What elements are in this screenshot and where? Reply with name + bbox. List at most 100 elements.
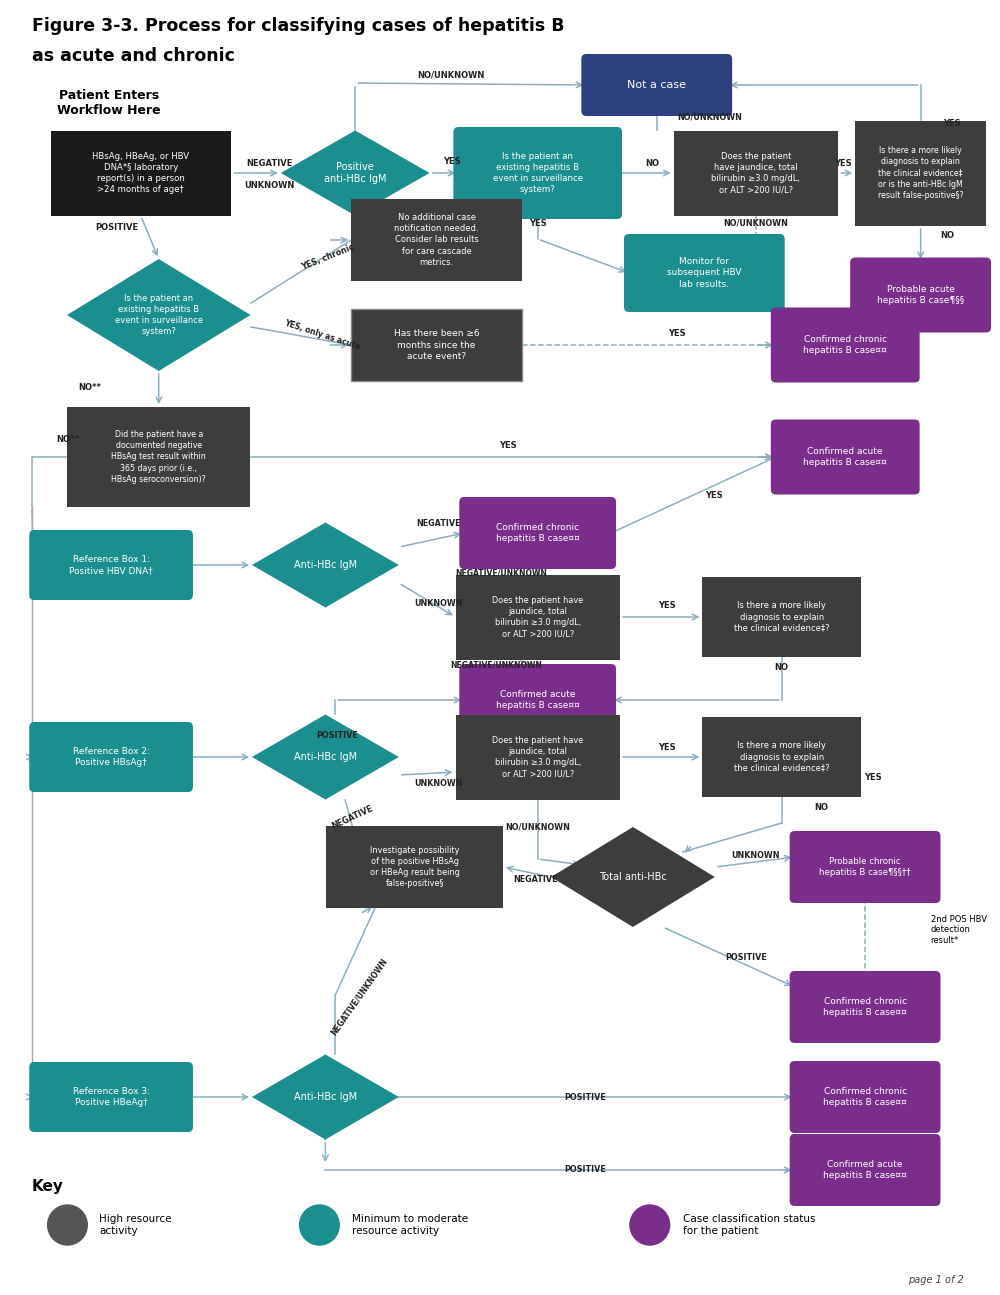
Text: NEGATIVE: NEGATIVE <box>330 803 374 830</box>
Circle shape <box>630 1206 670 1244</box>
Text: Anti-HBc IgM: Anti-HBc IgM <box>294 752 357 761</box>
FancyBboxPatch shape <box>771 307 920 382</box>
Text: YES: YES <box>705 491 723 500</box>
Text: UNKNOWN: UNKNOWN <box>245 180 295 189</box>
FancyBboxPatch shape <box>453 127 622 219</box>
Text: Is there a more likely
diagnosis to explain
the clinical evidence‡
or is the ant: Is there a more likely diagnosis to expl… <box>878 146 963 199</box>
Text: Figure 3-3. Process for classifying cases of hepatitis B: Figure 3-3. Process for classifying case… <box>32 17 564 35</box>
Text: Monitor for
subsequent HBV
lab results.: Monitor for subsequent HBV lab results. <box>667 258 742 289</box>
Text: Is the patient an
existing hepatitis B
event in surveillance
system?: Is the patient an existing hepatitis B e… <box>115 294 203 337</box>
Text: Is there a more likely
diagnosis to explain
the clinical evidence‡?: Is there a more likely diagnosis to expl… <box>734 742 830 773</box>
Text: NEGATIVE/UNKNOWN: NEGATIVE/UNKNOWN <box>455 569 547 578</box>
Polygon shape <box>252 1054 399 1140</box>
FancyBboxPatch shape <box>51 131 231 215</box>
Text: YES: YES <box>444 157 461 166</box>
FancyBboxPatch shape <box>29 530 193 600</box>
Text: NO: NO <box>645 158 659 167</box>
Text: NO: NO <box>814 803 828 812</box>
FancyBboxPatch shape <box>456 715 620 799</box>
FancyBboxPatch shape <box>850 258 991 333</box>
Text: Minimum to moderate
resource activity: Minimum to moderate resource activity <box>352 1215 468 1235</box>
Text: Investigate possibility
of the positive HBsAg
or HBeAg result being
false-positi: Investigate possibility of the positive … <box>370 846 460 888</box>
Text: Reference Box 2:
Positive HBsAg†: Reference Box 2: Positive HBsAg† <box>73 747 150 767</box>
FancyBboxPatch shape <box>790 1134 940 1206</box>
Text: Does the patient have
jaundice, total
bilirubin ≥3.0 mg/dL,
or ALT >200 IU/L?: Does the patient have jaundice, total bi… <box>492 596 583 638</box>
Text: Confirmed acute
hepatitis B case¤¤: Confirmed acute hepatitis B case¤¤ <box>496 690 580 710</box>
Text: YES: YES <box>668 329 685 338</box>
Text: Confirmed chronic
hepatitis B case¤¤: Confirmed chronic hepatitis B case¤¤ <box>803 335 887 355</box>
Text: 2nd POS HBV
detection
result*: 2nd POS HBV detection result* <box>931 916 987 945</box>
Text: UNKNOWN: UNKNOWN <box>732 851 780 860</box>
Text: YES: YES <box>864 773 882 781</box>
Circle shape <box>300 1206 339 1244</box>
Text: Reference Box 1:
Positive HBV DNA†: Reference Box 1: Positive HBV DNA† <box>69 556 153 575</box>
Text: No additional case
notification needed.
Consider lab results
for care cascade
me: No additional case notification needed. … <box>394 214 479 267</box>
Text: Total anti-HBc: Total anti-HBc <box>599 872 667 882</box>
Polygon shape <box>551 828 715 927</box>
Text: Confirmed acute
hepatitis B case¤¤: Confirmed acute hepatitis B case¤¤ <box>823 1160 907 1180</box>
Text: HBsAg, HBeAg, or HBV
DNA*§ laboratory
report(s) in a person
>24 months of age†: HBsAg, HBeAg, or HBV DNA*§ laboratory re… <box>92 152 189 194</box>
Text: Positive
anti-HBc IgM: Positive anti-HBc IgM <box>324 162 386 184</box>
FancyBboxPatch shape <box>790 971 940 1042</box>
Text: NO: NO <box>775 663 789 672</box>
Text: Does the patient
have jaundice, total
bilirubin ≥3.0 mg/dL,
or ALT >200 IU/L?: Does the patient have jaundice, total bi… <box>711 152 800 194</box>
Polygon shape <box>252 522 399 607</box>
Text: UNKNOWN: UNKNOWN <box>414 598 463 607</box>
FancyBboxPatch shape <box>326 826 503 908</box>
FancyBboxPatch shape <box>459 664 616 736</box>
Text: YES: YES <box>658 601 675 610</box>
FancyBboxPatch shape <box>702 578 861 657</box>
Text: Anti-HBc IgM: Anti-HBc IgM <box>294 559 357 570</box>
FancyBboxPatch shape <box>771 420 920 495</box>
Text: NO**: NO** <box>78 382 101 391</box>
Text: NEGATIVE/UNKNOWN: NEGATIVE/UNKNOWN <box>450 660 542 670</box>
Text: Has there been ≥6
months since the
acute event?: Has there been ≥6 months since the acute… <box>394 329 479 360</box>
FancyBboxPatch shape <box>67 407 250 508</box>
Text: Confirmed chronic
hepatitis B case¤¤: Confirmed chronic hepatitis B case¤¤ <box>823 997 907 1017</box>
Text: Confirmed chronic
hepatitis B case¤¤: Confirmed chronic hepatitis B case¤¤ <box>496 523 580 543</box>
Circle shape <box>48 1206 87 1244</box>
Text: YES: YES <box>834 158 852 167</box>
Text: YES: YES <box>658 742 675 751</box>
Text: POSITIVE: POSITIVE <box>95 223 139 232</box>
FancyBboxPatch shape <box>351 310 522 381</box>
FancyBboxPatch shape <box>459 497 616 569</box>
FancyBboxPatch shape <box>790 831 940 903</box>
Text: Probable chronic
hepatitis B case¶§§††: Probable chronic hepatitis B case¶§§†† <box>819 857 911 877</box>
Text: Does the patient have
jaundice, total
bilirubin ≥3.0 mg/dL,
or ALT >200 IU/L?: Does the patient have jaundice, total bi… <box>492 736 583 778</box>
FancyBboxPatch shape <box>29 1062 193 1132</box>
Text: Confirmed acute
hepatitis B case¤¤: Confirmed acute hepatitis B case¤¤ <box>803 447 887 467</box>
Text: NEGATIVE/UNKNOWN: NEGATIVE/UNKNOWN <box>329 957 389 1037</box>
FancyBboxPatch shape <box>624 234 785 312</box>
Text: Confirmed chronic
hepatitis B case¤¤: Confirmed chronic hepatitis B case¤¤ <box>823 1087 907 1107</box>
Text: Anti-HBc IgM: Anti-HBc IgM <box>294 1092 357 1102</box>
FancyBboxPatch shape <box>456 575 620 659</box>
Text: page 1 of 2: page 1 of 2 <box>909 1276 964 1285</box>
Text: NO: NO <box>940 231 954 240</box>
Text: YES, only as acute: YES, only as acute <box>283 319 361 351</box>
Text: Not a case: Not a case <box>627 80 686 89</box>
Text: YES: YES <box>499 440 517 449</box>
Text: NO/UNKNOWN: NO/UNKNOWN <box>724 219 788 228</box>
Text: POSITIVE: POSITIVE <box>316 730 358 739</box>
Text: NO**: NO** <box>56 435 79 444</box>
Text: Is there a more likely
diagnosis to explain
the clinical evidence‡?: Is there a more likely diagnosis to expl… <box>734 601 830 632</box>
FancyBboxPatch shape <box>702 717 861 796</box>
Text: NO/UNKNOWN: NO/UNKNOWN <box>505 822 570 831</box>
Text: as acute and chronic: as acute and chronic <box>32 47 235 65</box>
Text: Case classification status
for the patient: Case classification status for the patie… <box>683 1215 815 1235</box>
FancyBboxPatch shape <box>29 723 193 793</box>
FancyBboxPatch shape <box>581 54 732 117</box>
Text: Probable acute
hepatitis B case¶§§: Probable acute hepatitis B case¶§§ <box>877 285 964 306</box>
Text: Is the patient an
existing hepatitis B
event in surveillance
system?: Is the patient an existing hepatitis B e… <box>493 152 583 194</box>
Text: UNKNOWN: UNKNOWN <box>414 778 463 787</box>
FancyBboxPatch shape <box>790 1061 940 1133</box>
FancyBboxPatch shape <box>351 199 522 281</box>
Text: NO/UNKNOWN: NO/UNKNOWN <box>677 113 742 122</box>
Text: Did the patient have a
documented negative
HBsAg test result within
365 days pri: Did the patient have a documented negati… <box>111 430 206 484</box>
FancyBboxPatch shape <box>855 120 986 225</box>
Text: NEGATIVE: NEGATIVE <box>247 158 293 167</box>
Text: Patient Enters
Workflow Here: Patient Enters Workflow Here <box>57 89 161 117</box>
Polygon shape <box>281 131 430 215</box>
Polygon shape <box>67 259 250 370</box>
